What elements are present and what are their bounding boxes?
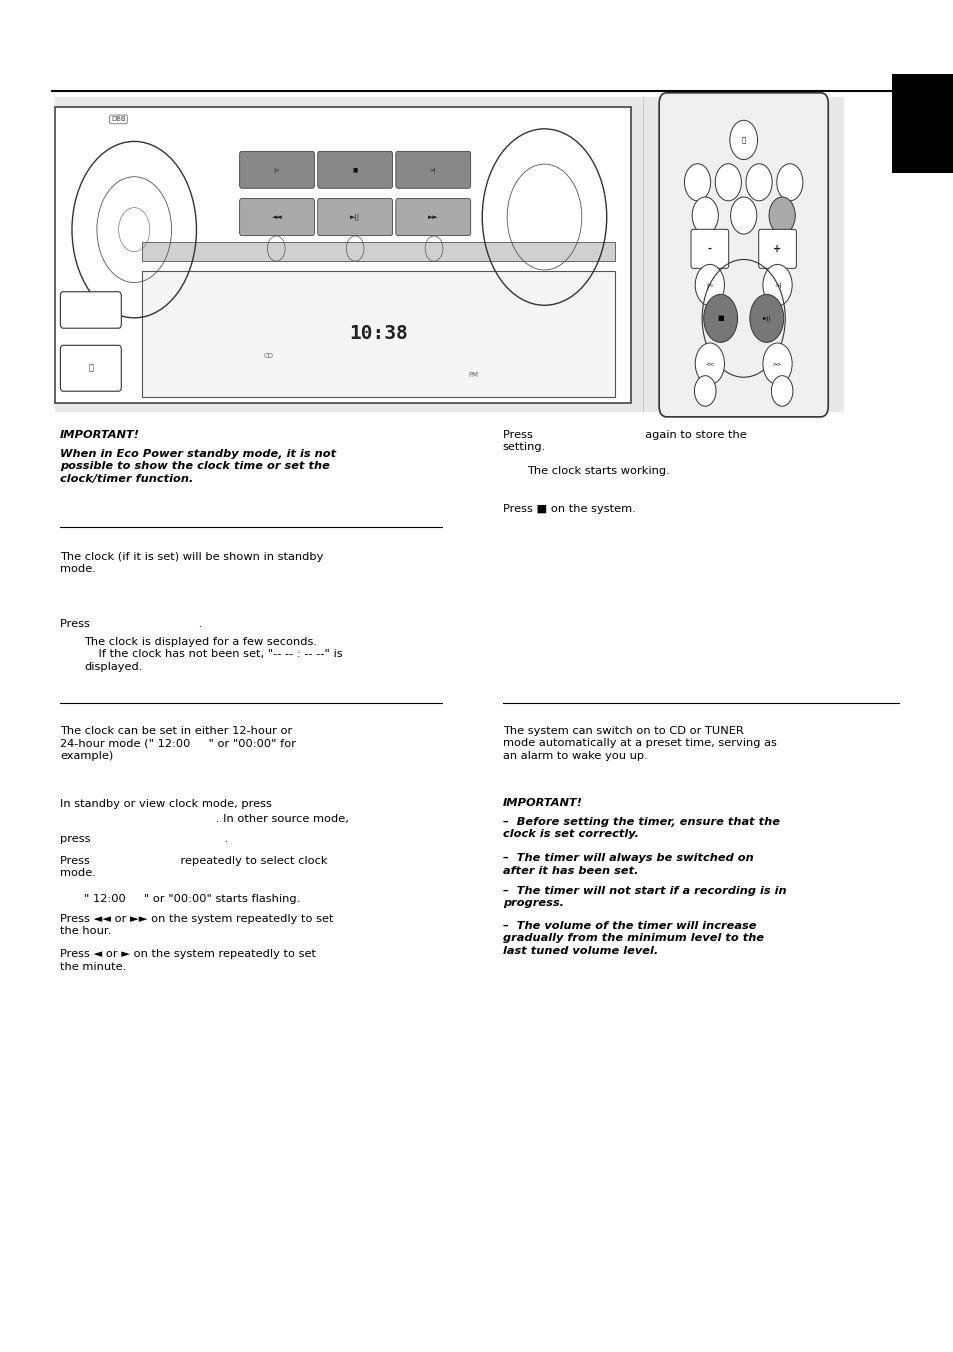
Circle shape — [745, 164, 771, 201]
Circle shape — [695, 265, 723, 306]
FancyBboxPatch shape — [395, 199, 470, 235]
Bar — [142, 270, 615, 396]
Text: ■: ■ — [717, 315, 723, 322]
Text: ►►: ►► — [427, 214, 438, 220]
Circle shape — [703, 295, 737, 342]
Text: Press                              .: Press . — [60, 619, 202, 629]
Text: Press ◄ or ► on the system repeatedly to set
the minute.: Press ◄ or ► on the system repeatedly to… — [60, 949, 315, 972]
Circle shape — [730, 197, 756, 234]
Text: |<: |< — [274, 168, 280, 173]
Circle shape — [694, 376, 716, 406]
Text: The clock (if it is set) will be shown in standby
mode.: The clock (if it is set) will be shown i… — [60, 552, 323, 575]
Bar — [142, 242, 615, 261]
Text: The clock can be set in either 12-hour or
24-hour mode (" 12:00     " or "00:00": The clock can be set in either 12-hour o… — [60, 726, 295, 761]
Text: ■: ■ — [353, 168, 357, 172]
FancyBboxPatch shape — [60, 292, 121, 329]
FancyBboxPatch shape — [690, 230, 728, 268]
Circle shape — [771, 376, 792, 406]
Bar — [55, 107, 631, 403]
Text: The system can switch on to CD or TUNER
mode automatically at a preset time, ser: The system can switch on to CD or TUNER … — [502, 726, 776, 761]
Text: Press ◄◄ or ►► on the system repeatedly to set
the hour.: Press ◄◄ or ►► on the system repeatedly … — [60, 914, 334, 937]
Circle shape — [762, 343, 791, 384]
Text: IMPORTANT!: IMPORTANT! — [60, 430, 140, 439]
Text: >|: >| — [430, 168, 436, 173]
FancyBboxPatch shape — [758, 230, 796, 268]
Text: The clock is displayed for a few seconds.
    If the clock has not been set, "--: The clock is displayed for a few seconds… — [84, 637, 342, 672]
Text: ◄◄: ◄◄ — [272, 214, 282, 220]
Text: IMPORTANT!: IMPORTANT! — [502, 798, 582, 807]
Text: |<: |< — [705, 283, 713, 288]
Circle shape — [729, 120, 757, 160]
Text: ►||: ►|| — [761, 315, 770, 322]
Circle shape — [692, 197, 718, 234]
Text: ⏻: ⏻ — [89, 364, 93, 373]
Text: Press ■ on the system.: Press ■ on the system. — [502, 504, 635, 514]
Circle shape — [715, 164, 740, 201]
Text: –  Before setting the timer, ensure that the
clock is set correctly.: – Before setting the timer, ensure that … — [502, 817, 779, 840]
Text: . In other source mode,: . In other source mode, — [60, 814, 349, 823]
Text: >>: >> — [772, 361, 781, 366]
FancyBboxPatch shape — [317, 151, 392, 188]
Text: Press                         repeatedly to select clock
mode.: Press repeatedly to select clock mode. — [60, 856, 327, 879]
Circle shape — [683, 164, 710, 201]
Bar — [891, 74, 953, 173]
Text: When in Eco Power standby mode, it is not
possible to show the clock time or set: When in Eco Power standby mode, it is no… — [60, 449, 335, 484]
Text: ►||: ►|| — [350, 214, 360, 220]
Text: 10:38: 10:38 — [349, 324, 408, 343]
Circle shape — [695, 343, 723, 384]
Text: PM: PM — [468, 372, 478, 377]
Text: ⏻: ⏻ — [740, 137, 745, 143]
Text: –  The timer will not start if a recording is in
progress.: – The timer will not start if a recordin… — [502, 886, 785, 909]
Text: press                                     .: press . — [60, 834, 228, 844]
Text: CD: CD — [263, 353, 274, 358]
FancyBboxPatch shape — [60, 345, 121, 391]
Text: The clock starts working.: The clock starts working. — [526, 466, 669, 476]
Circle shape — [762, 265, 791, 306]
FancyBboxPatch shape — [239, 151, 314, 188]
Circle shape — [776, 164, 802, 201]
Text: <<: << — [704, 361, 714, 366]
Bar — [55, 97, 843, 412]
Text: >|: >| — [773, 283, 781, 288]
FancyBboxPatch shape — [395, 151, 470, 188]
Text: +: + — [773, 243, 781, 254]
Text: –  The volume of the timer will increase
gradually from the minimum level to the: – The volume of the timer will increase … — [502, 921, 763, 956]
Text: " 12:00     " or "00:00" starts flashing.: " 12:00 " or "00:00" starts flashing. — [84, 894, 300, 903]
Text: DBB: DBB — [111, 116, 126, 123]
Text: -: - — [707, 243, 711, 254]
FancyBboxPatch shape — [239, 199, 314, 235]
FancyBboxPatch shape — [659, 93, 827, 416]
FancyBboxPatch shape — [317, 199, 392, 235]
Circle shape — [768, 197, 795, 234]
Text: In standby or view clock mode, press: In standby or view clock mode, press — [60, 799, 272, 808]
Circle shape — [749, 295, 782, 342]
Text: Press                               again to store the
setting.: Press again to store the setting. — [502, 430, 746, 453]
Text: –  The timer will always be switched on
after it has been set.: – The timer will always be switched on a… — [502, 853, 753, 876]
